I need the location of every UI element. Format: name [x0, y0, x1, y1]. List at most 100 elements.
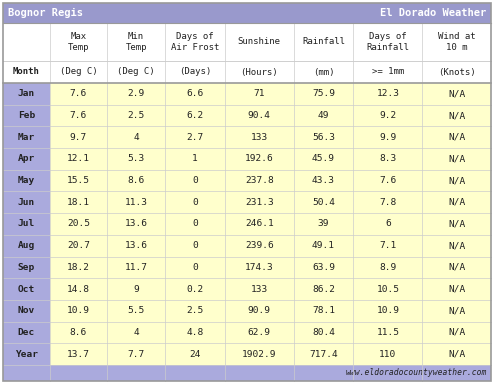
Text: 71: 71 — [253, 89, 265, 98]
Bar — [107, 126, 165, 148]
Text: 80.4: 80.4 — [312, 328, 335, 337]
Text: 8.3: 8.3 — [379, 154, 397, 164]
Bar — [49, 343, 107, 365]
Text: (Deg C): (Deg C) — [60, 68, 97, 76]
Bar — [225, 213, 293, 235]
Text: 20.7: 20.7 — [67, 241, 90, 250]
Bar — [354, 235, 422, 257]
Text: 231.3: 231.3 — [245, 198, 274, 207]
Bar — [354, 192, 422, 213]
Text: Jan: Jan — [18, 89, 35, 98]
Text: Apr: Apr — [18, 154, 35, 164]
Text: Dec: Dec — [18, 328, 35, 337]
Text: 2.5: 2.5 — [186, 306, 204, 315]
Bar — [293, 126, 354, 148]
Text: Sep: Sep — [18, 263, 35, 272]
Text: 78.1: 78.1 — [312, 306, 335, 315]
Text: N/A: N/A — [448, 328, 465, 337]
Bar — [165, 257, 225, 278]
Text: N/A: N/A — [448, 133, 465, 142]
Bar — [422, 322, 491, 343]
Bar — [49, 300, 107, 322]
Bar — [49, 213, 107, 235]
Text: 49.1: 49.1 — [312, 241, 335, 250]
Bar — [293, 213, 354, 235]
Bar — [3, 365, 491, 381]
Bar — [107, 192, 165, 213]
Bar — [354, 300, 422, 322]
Bar — [422, 126, 491, 148]
Bar — [225, 278, 293, 300]
Bar — [422, 105, 491, 126]
Bar — [354, 148, 422, 170]
Text: 7.6: 7.6 — [379, 176, 397, 185]
Bar — [293, 148, 354, 170]
Bar — [49, 192, 107, 213]
Text: 39: 39 — [318, 220, 329, 228]
Bar — [354, 105, 422, 126]
Text: 6.6: 6.6 — [186, 89, 204, 98]
Text: (mm): (mm) — [313, 68, 334, 76]
Text: 7.8: 7.8 — [379, 198, 397, 207]
Text: 45.9: 45.9 — [312, 154, 335, 164]
Bar — [107, 213, 165, 235]
Bar — [3, 105, 49, 126]
Bar — [354, 170, 422, 192]
Bar — [293, 105, 354, 126]
Text: 9.2: 9.2 — [379, 111, 397, 120]
Text: 4: 4 — [133, 133, 139, 142]
Text: 717.4: 717.4 — [309, 350, 338, 359]
Text: 6.2: 6.2 — [186, 111, 204, 120]
Text: Days of
Air Frost: Days of Air Frost — [171, 32, 219, 52]
Text: 133: 133 — [250, 285, 268, 294]
Bar — [354, 322, 422, 343]
Text: 10.9: 10.9 — [376, 306, 399, 315]
Bar — [165, 235, 225, 257]
Text: Min
Temp: Min Temp — [125, 32, 147, 52]
Bar — [354, 278, 422, 300]
Text: (Knots): (Knots) — [438, 68, 475, 76]
Bar — [422, 148, 491, 170]
Bar — [3, 235, 49, 257]
Bar — [107, 235, 165, 257]
Text: 49: 49 — [318, 111, 329, 120]
Text: 0: 0 — [192, 176, 198, 185]
Bar — [107, 83, 165, 105]
Bar — [225, 235, 293, 257]
Text: 7.6: 7.6 — [70, 89, 87, 98]
Bar — [3, 23, 491, 61]
Bar — [225, 83, 293, 105]
Bar — [49, 257, 107, 278]
Bar — [165, 278, 225, 300]
Text: N/A: N/A — [448, 154, 465, 164]
Text: Bognor Regis: Bognor Regis — [8, 8, 83, 18]
Text: 56.3: 56.3 — [312, 133, 335, 142]
Text: 90.4: 90.4 — [247, 111, 271, 120]
Text: Aug: Aug — [18, 241, 35, 250]
Text: N/A: N/A — [448, 350, 465, 359]
Text: 11.3: 11.3 — [124, 198, 148, 207]
Bar — [49, 170, 107, 192]
Text: Wind at
10 m: Wind at 10 m — [438, 32, 475, 52]
Bar — [49, 83, 107, 105]
Bar — [165, 300, 225, 322]
Text: N/A: N/A — [448, 285, 465, 294]
Text: 15.5: 15.5 — [67, 176, 90, 185]
Text: 24: 24 — [189, 350, 201, 359]
Text: N/A: N/A — [448, 263, 465, 272]
Bar — [107, 278, 165, 300]
Text: 8.9: 8.9 — [379, 263, 397, 272]
Bar — [165, 126, 225, 148]
Text: Jul: Jul — [18, 220, 35, 228]
Bar — [3, 170, 49, 192]
Bar — [225, 343, 293, 365]
Text: 7.7: 7.7 — [127, 350, 145, 359]
Text: Max
Temp: Max Temp — [68, 32, 89, 52]
Bar — [107, 343, 165, 365]
Text: 9: 9 — [133, 285, 139, 294]
Text: Feb: Feb — [18, 111, 35, 120]
Text: 4: 4 — [133, 328, 139, 337]
Bar — [422, 213, 491, 235]
Text: N/A: N/A — [448, 241, 465, 250]
Bar — [422, 300, 491, 322]
